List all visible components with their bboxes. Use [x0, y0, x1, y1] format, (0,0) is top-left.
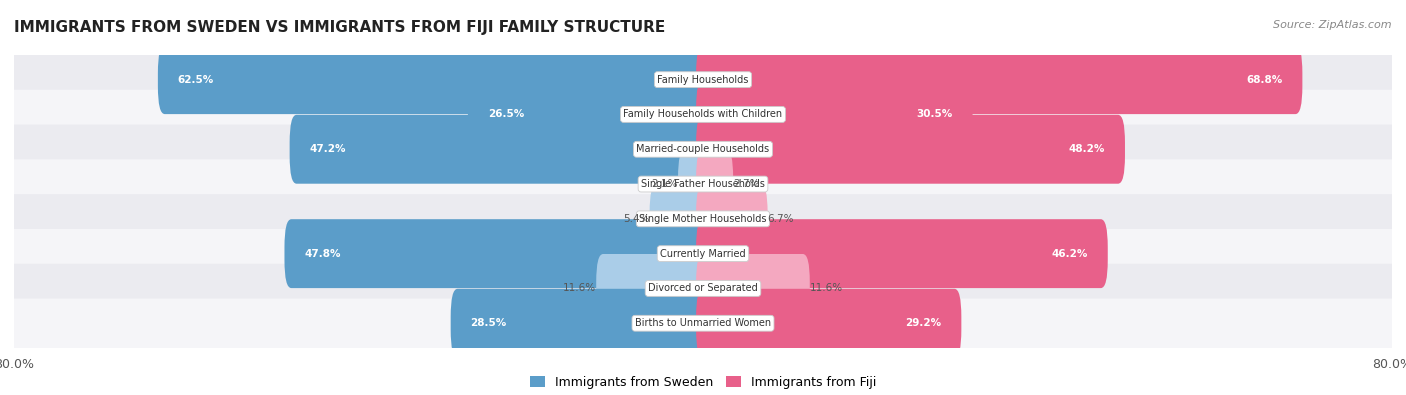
Text: 6.7%: 6.7% [768, 214, 794, 224]
FancyBboxPatch shape [696, 45, 1302, 114]
FancyBboxPatch shape [696, 150, 733, 218]
FancyBboxPatch shape [7, 159, 1399, 209]
Text: Single Mother Households: Single Mother Households [640, 214, 766, 224]
Text: 62.5%: 62.5% [177, 75, 214, 85]
Text: Single Father Households: Single Father Households [641, 179, 765, 189]
FancyBboxPatch shape [7, 55, 1399, 104]
Text: 46.2%: 46.2% [1052, 248, 1088, 259]
FancyBboxPatch shape [696, 115, 1125, 184]
FancyBboxPatch shape [678, 150, 710, 218]
Text: 68.8%: 68.8% [1246, 75, 1282, 85]
Text: Births to Unmarried Women: Births to Unmarried Women [636, 318, 770, 328]
FancyBboxPatch shape [696, 254, 810, 323]
Text: 30.5%: 30.5% [917, 109, 953, 119]
Text: Family Households with Children: Family Households with Children [623, 109, 783, 119]
Text: 2.7%: 2.7% [733, 179, 759, 189]
FancyBboxPatch shape [7, 229, 1399, 278]
Text: 47.2%: 47.2% [309, 144, 346, 154]
Text: 26.5%: 26.5% [488, 109, 524, 119]
FancyBboxPatch shape [596, 254, 710, 323]
FancyBboxPatch shape [7, 194, 1399, 244]
FancyBboxPatch shape [451, 289, 710, 358]
Text: Currently Married: Currently Married [661, 248, 745, 259]
FancyBboxPatch shape [650, 184, 710, 253]
FancyBboxPatch shape [468, 80, 710, 149]
Text: 48.2%: 48.2% [1069, 144, 1105, 154]
FancyBboxPatch shape [696, 80, 973, 149]
Text: Married-couple Households: Married-couple Households [637, 144, 769, 154]
Text: 28.5%: 28.5% [471, 318, 506, 328]
FancyBboxPatch shape [157, 45, 710, 114]
Text: 5.4%: 5.4% [623, 214, 650, 224]
FancyBboxPatch shape [284, 219, 710, 288]
FancyBboxPatch shape [7, 124, 1399, 174]
FancyBboxPatch shape [696, 289, 962, 358]
FancyBboxPatch shape [7, 299, 1399, 348]
Text: 29.2%: 29.2% [905, 318, 942, 328]
Text: Divorced or Separated: Divorced or Separated [648, 284, 758, 293]
Text: IMMIGRANTS FROM SWEDEN VS IMMIGRANTS FROM FIJI FAMILY STRUCTURE: IMMIGRANTS FROM SWEDEN VS IMMIGRANTS FRO… [14, 20, 665, 35]
FancyBboxPatch shape [7, 264, 1399, 313]
Text: 47.8%: 47.8% [304, 248, 340, 259]
Text: Source: ZipAtlas.com: Source: ZipAtlas.com [1274, 20, 1392, 30]
Legend: Immigrants from Sweden, Immigrants from Fiji: Immigrants from Sweden, Immigrants from … [524, 371, 882, 394]
Text: 11.6%: 11.6% [810, 284, 844, 293]
FancyBboxPatch shape [290, 115, 710, 184]
Text: 11.6%: 11.6% [562, 284, 596, 293]
FancyBboxPatch shape [696, 219, 1108, 288]
Text: 2.1%: 2.1% [651, 179, 678, 189]
FancyBboxPatch shape [696, 184, 768, 253]
Text: Family Households: Family Households [658, 75, 748, 85]
FancyBboxPatch shape [7, 90, 1399, 139]
